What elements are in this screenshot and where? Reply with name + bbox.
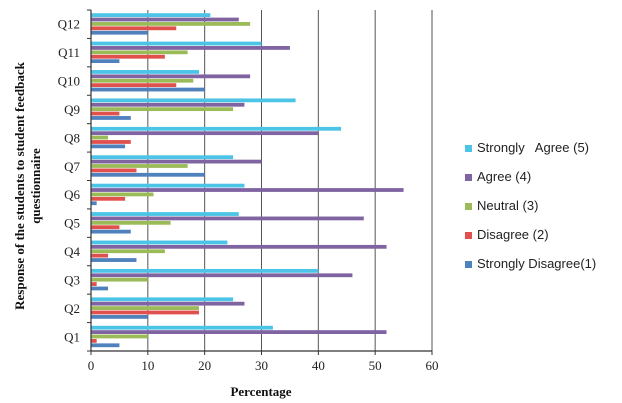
- bar-q3-series-2: [91, 282, 97, 286]
- y-tick-label-q4: Q4: [64, 244, 80, 259]
- bar-q5-series-4: [91, 216, 364, 221]
- x-axis-title: Percentage: [230, 384, 291, 399]
- bar-q6-series-2: [91, 196, 126, 201]
- bars-group: [91, 13, 404, 348]
- bar-q1-series-2: [91, 338, 97, 343]
- x-tick-label-60: 60: [426, 358, 439, 373]
- legend-label-3: Neutral (3): [477, 198, 538, 213]
- y-tick-label-q11: Q11: [58, 45, 80, 60]
- bar-q10-series-1: [91, 87, 205, 92]
- bar-q12-series-5: [91, 13, 211, 18]
- y-tick-label-q5: Q5: [64, 216, 80, 231]
- bar-q7-series-2: [91, 168, 137, 173]
- bar-q2-series-5: [91, 297, 234, 302]
- bar-q12-series-2: [91, 26, 177, 31]
- tick-labels: 0 10 20 30 40 50 60 Q1 Q2 Q3 Q4 Q5 Q6 Q7 Q8 Q9 Q10 Q11 Q12: [58, 17, 439, 373]
- bar-q7-series-4: [91, 159, 262, 164]
- bar-q8-series-3: [91, 135, 109, 140]
- bar-q4-series-4: [91, 244, 387, 249]
- bar-q10-series-2: [91, 83, 177, 88]
- y-tick-label-q9: Q9: [64, 102, 80, 117]
- bar-q7-series-1: [91, 172, 205, 177]
- x-tick-label-30: 30: [255, 358, 268, 373]
- bar-q10-series-5: [91, 70, 199, 74]
- bar-q12-series-3: [91, 22, 251, 26]
- x-tick-label-10: 10: [141, 358, 154, 373]
- bar-q5-series-1: [91, 229, 131, 234]
- bar-q6-series-1: [91, 201, 97, 206]
- bar-q3-series-4: [91, 273, 353, 278]
- bar-q11-series-3: [91, 50, 188, 55]
- y-tick-label-q6: Q6: [64, 187, 80, 202]
- legend-label-1: Strongly Disagree(1): [477, 256, 596, 271]
- y-tick-label-q1: Q1: [64, 329, 80, 344]
- bar-q8-series-4: [91, 131, 319, 136]
- bar-q3-series-5: [91, 268, 319, 273]
- bar-q3-series-3: [91, 277, 148, 282]
- bar-q1-series-3: [91, 334, 148, 339]
- bar-q5-series-5: [91, 212, 239, 216]
- bar-q8-series-1: [91, 144, 126, 149]
- bar-q12-series-4: [91, 17, 239, 22]
- bar-q10-series-4: [91, 74, 251, 79]
- bar-q8-series-2: [91, 140, 131, 144]
- grid-lines: [147, 10, 433, 351]
- legend-swatch-4: [465, 174, 472, 181]
- y-tick-label-q10: Q10: [58, 74, 80, 89]
- bar-q12-series-1: [91, 30, 148, 35]
- y-tick-label-q3: Q3: [64, 273, 80, 288]
- x-tick-label-50: 50: [369, 358, 382, 373]
- bar-q11-series-4: [91, 46, 290, 50]
- bar-q3-series-1: [91, 286, 109, 291]
- x-tick-label-40: 40: [312, 358, 325, 373]
- bar-q6-series-5: [91, 183, 245, 188]
- bar-q9-series-3: [91, 107, 234, 112]
- bar-q6-series-3: [91, 192, 154, 197]
- y-tick-label-q7: Q7: [64, 159, 80, 174]
- bar-q9-series-2: [91, 111, 120, 116]
- bar-q5-series-2: [91, 225, 120, 230]
- bar-q9-series-1: [91, 116, 131, 120]
- y-tick-label-q8: Q8: [64, 130, 80, 145]
- legend-label-5: Strongly Agree (5): [477, 140, 589, 155]
- y-axis-title-line-2: questionnaire: [28, 148, 43, 224]
- y-axis-title-line-1: Response of the students to student feed…: [12, 61, 27, 310]
- bar-q2-series-4: [91, 301, 245, 306]
- bar-q11-series-1: [91, 59, 120, 64]
- bar-q7-series-5: [91, 155, 234, 160]
- legend-label-2: Disagree (2): [477, 227, 549, 242]
- bar-q5-series-3: [91, 220, 171, 225]
- bar-q9-series-5: [91, 98, 296, 103]
- bar-q10-series-3: [91, 78, 194, 83]
- legend-swatch-1: [465, 261, 472, 268]
- bar-q4-series-3: [91, 249, 165, 254]
- bar-q6-series-4: [91, 188, 404, 192]
- y-tick-label-q2: Q2: [64, 301, 80, 316]
- bar-q9-series-4: [91, 102, 245, 107]
- y-tick-label-q12: Q12: [58, 17, 80, 32]
- x-tick-label-20: 20: [198, 358, 211, 373]
- legend-label-4: Agree (4): [477, 169, 531, 184]
- bar-q7-series-3: [91, 164, 188, 168]
- bar-q11-series-5: [91, 41, 262, 46]
- bar-q1-series-5: [91, 325, 273, 330]
- bar-q4-series-1: [91, 258, 137, 262]
- legend-swatch-5: [465, 145, 472, 152]
- legend-swatch-2: [465, 232, 472, 239]
- bar-q1-series-1: [91, 343, 120, 348]
- bar-q2-series-2: [91, 310, 199, 315]
- legend-swatch-3: [465, 203, 472, 210]
- legend: Strongly Agree (5) Agree (4) Neutral (3) Di…: [465, 140, 596, 271]
- bar-q1-series-4: [91, 330, 387, 334]
- bar-q11-series-2: [91, 54, 165, 59]
- axes-group: [87, 9, 433, 355]
- x-tick-label-0: 0: [88, 358, 95, 373]
- bar-q4-series-2: [91, 253, 109, 258]
- bar-q4-series-5: [91, 240, 228, 245]
- bar-q2-series-1: [91, 314, 148, 319]
- bar-q2-series-3: [91, 306, 199, 310]
- bar-q8-series-5: [91, 126, 342, 131]
